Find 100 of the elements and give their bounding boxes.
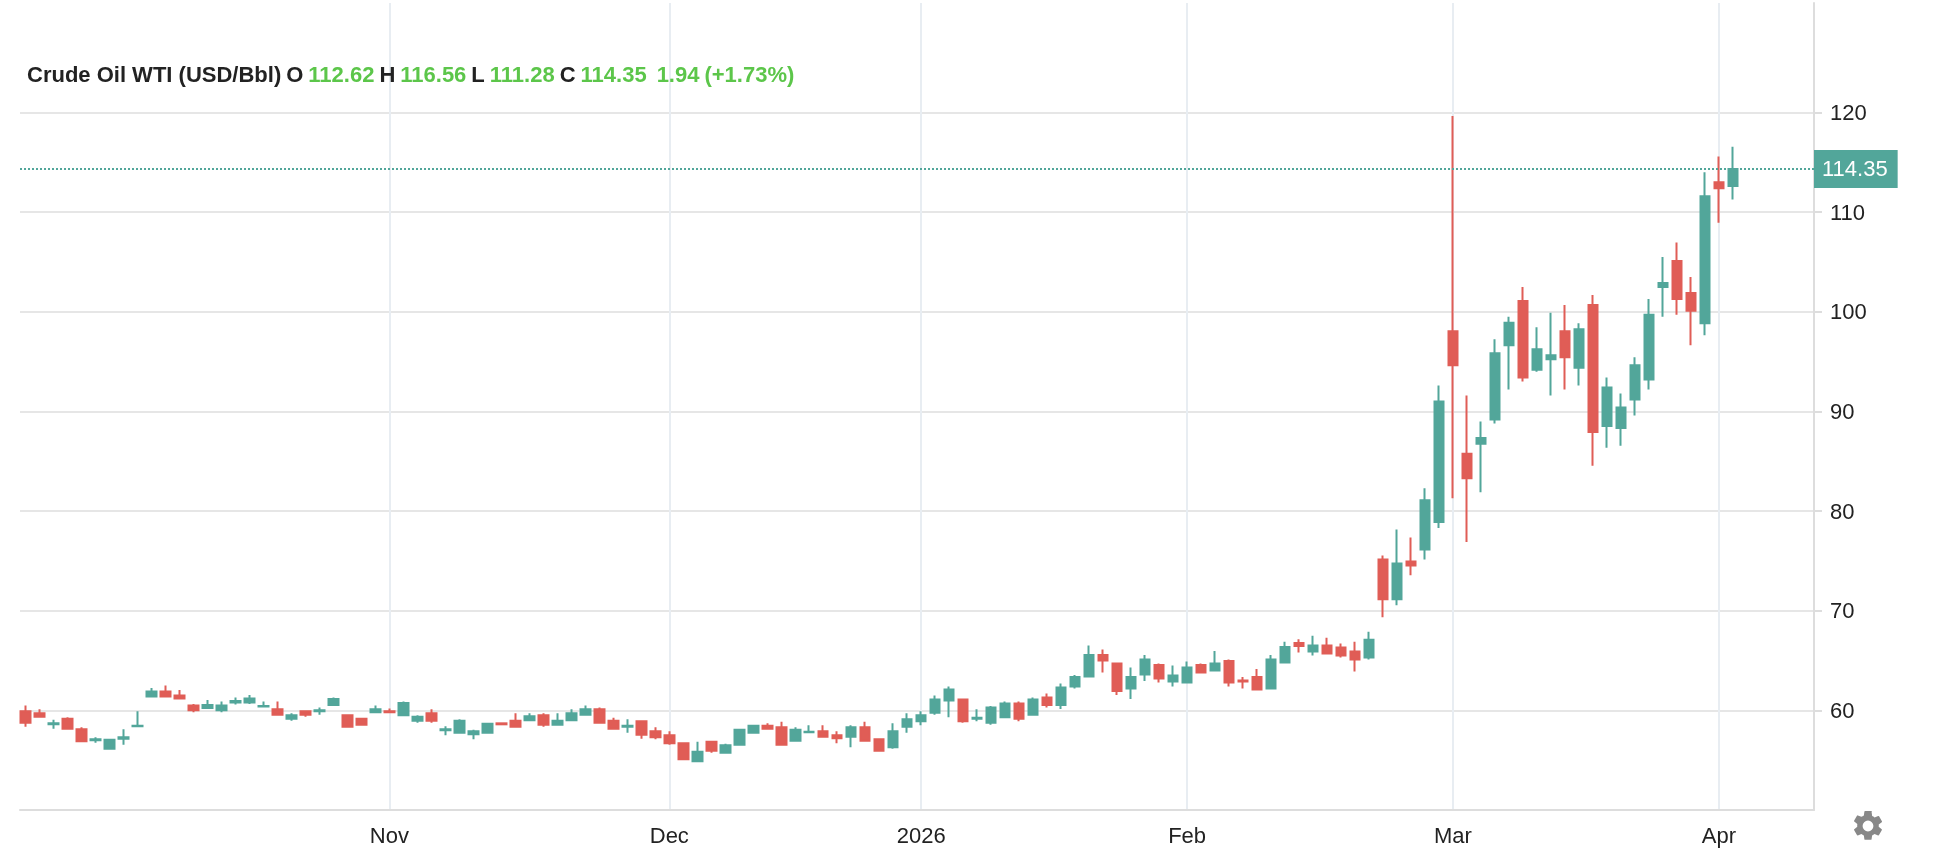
candlestick xyxy=(621,718,634,734)
candlestick xyxy=(999,700,1011,719)
candlestick xyxy=(691,740,704,763)
candlestick xyxy=(1489,338,1501,425)
candlestick xyxy=(1391,528,1403,607)
candlestick xyxy=(649,726,662,741)
candlestick xyxy=(971,708,983,723)
candlestick xyxy=(467,728,480,741)
candlestick xyxy=(369,704,382,714)
candlestick xyxy=(439,725,452,737)
candlestick xyxy=(1433,384,1445,530)
x-tick-label: Nov xyxy=(369,822,409,848)
x-tick-label: Apr xyxy=(1701,822,1736,848)
candlestick xyxy=(89,736,102,744)
candlestick xyxy=(929,694,941,716)
candlestick xyxy=(1545,311,1557,397)
candlestick xyxy=(1349,640,1361,673)
candlestick xyxy=(1181,660,1193,684)
candlestick xyxy=(761,722,774,730)
candlestick xyxy=(1363,630,1375,661)
candlestick xyxy=(75,726,88,743)
x-tick-label: Feb xyxy=(1168,822,1207,848)
candlestick xyxy=(1125,666,1137,700)
candlestick xyxy=(1671,241,1683,316)
candlestick xyxy=(705,740,718,754)
candlestick xyxy=(1013,700,1025,723)
candlestick xyxy=(495,722,508,726)
candlestick xyxy=(1097,648,1109,674)
candlestick xyxy=(579,704,592,716)
candlestick xyxy=(733,728,746,746)
candlestick xyxy=(215,700,228,714)
candlestick xyxy=(1153,662,1165,684)
candlestick xyxy=(901,712,913,734)
candlestick xyxy=(1321,636,1333,655)
candlestick xyxy=(1573,322,1585,387)
candlestick xyxy=(1503,315,1515,391)
candlestick xyxy=(1111,662,1123,696)
candlestick xyxy=(103,738,116,750)
candlestick xyxy=(1699,171,1711,337)
candlestick xyxy=(299,710,312,718)
candlestick xyxy=(159,684,172,698)
candlestick xyxy=(355,717,368,726)
candlestick xyxy=(957,698,969,724)
candlestick xyxy=(1629,356,1641,417)
candlestick xyxy=(1055,682,1067,710)
candlestick xyxy=(1685,275,1697,347)
candlestick xyxy=(887,722,899,750)
candlestick xyxy=(1419,487,1431,561)
candlestick xyxy=(1713,155,1725,224)
candlestick xyxy=(1041,692,1053,709)
candlestick xyxy=(201,698,214,709)
candlestick xyxy=(915,710,927,727)
candlestick xyxy=(845,724,857,749)
candlestick xyxy=(1335,642,1347,659)
candlestick xyxy=(1069,674,1081,690)
candlestick xyxy=(187,702,200,714)
candlestick xyxy=(873,737,885,752)
candlestick xyxy=(509,712,522,728)
x-tick-label: Mar xyxy=(1434,822,1472,848)
candlestick xyxy=(397,700,410,718)
candlestick xyxy=(775,720,788,746)
candlestick xyxy=(1293,638,1305,654)
ref-line-label: 114.35 xyxy=(1822,156,1888,182)
candlestick xyxy=(1083,644,1095,678)
candlestick xyxy=(173,688,186,700)
candlestick xyxy=(635,720,648,740)
candlestick xyxy=(747,724,760,734)
candlestick xyxy=(719,742,732,754)
candlestick xyxy=(411,714,424,724)
candlestick xyxy=(1657,256,1669,318)
candlestick xyxy=(565,708,578,722)
x-tick-label: Dec xyxy=(649,822,689,848)
candlestick xyxy=(1405,536,1417,577)
candlestick xyxy=(551,712,564,726)
candlestick xyxy=(257,700,270,708)
candlestick xyxy=(817,724,829,738)
text: Crude Oil WTI (USD/Bbl) xyxy=(27,61,282,87)
candlestick xyxy=(1209,650,1221,672)
candlestick xyxy=(425,708,438,724)
candlestick xyxy=(1377,554,1389,619)
candlestick xyxy=(1587,293,1599,467)
candlestick xyxy=(523,712,536,722)
candlestick xyxy=(1615,392,1627,447)
candlestick xyxy=(1643,297,1655,391)
candlestick xyxy=(341,714,354,728)
x-tick-label: 2026 xyxy=(896,822,946,848)
y-tick-label: 70 xyxy=(1830,598,1855,624)
candlestick xyxy=(1461,394,1473,543)
candlestick xyxy=(1195,662,1207,674)
candlestick xyxy=(1251,668,1263,692)
candlestick xyxy=(1237,675,1249,690)
candlestick xyxy=(1559,303,1571,391)
candlestick xyxy=(19,704,32,728)
candlestick xyxy=(943,685,955,719)
candlestick xyxy=(61,716,74,730)
candlestick xyxy=(1167,664,1179,688)
candlestick xyxy=(1475,420,1487,494)
candlestick xyxy=(271,700,284,716)
candlestick xyxy=(33,708,46,718)
candlestick xyxy=(677,742,690,761)
